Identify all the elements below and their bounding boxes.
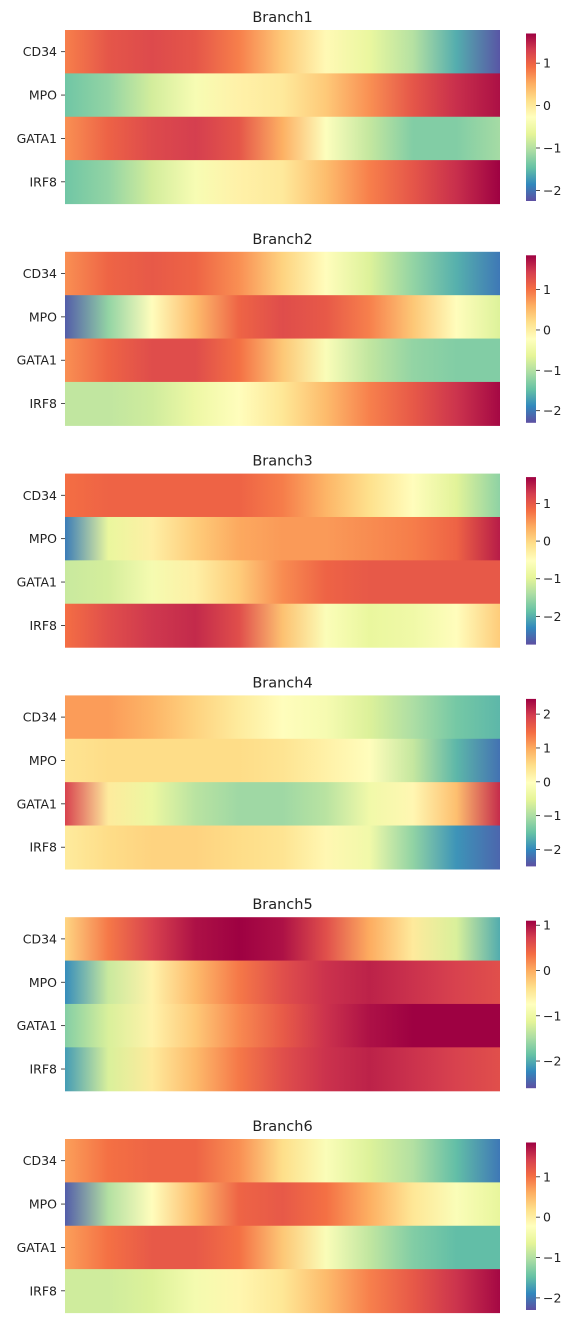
panel-title: Branch2	[252, 232, 312, 248]
heatmap-row-irf8	[65, 1269, 500, 1314]
colorbar-tick-label: −1	[543, 1250, 561, 1265]
row-label: MPO	[29, 531, 57, 546]
row-label: MPO	[29, 88, 57, 103]
heatmap-row-cd34	[65, 917, 500, 962]
colorbar-tick-label: 1	[543, 56, 551, 71]
colorbar	[526, 1142, 536, 1310]
row-label: MPO	[29, 753, 57, 768]
row-label: CD34	[23, 1153, 57, 1168]
heatmap-row-cd34	[65, 30, 500, 74]
row-label: CD34	[23, 266, 57, 281]
heatmap-row-mpo	[65, 295, 500, 340]
colorbar-tick-label: −1	[543, 808, 561, 823]
heatmap-row-mpo	[65, 73, 500, 118]
heatmap-panel: Branch1 CD34 MPO GATA1 IRF8 1 0 −1 −2	[17, 10, 561, 205]
colorbar-tick-label: 1	[543, 918, 551, 933]
heatmap-row-gata1	[65, 1003, 500, 1048]
heatmap-row-gata1	[65, 1225, 500, 1270]
heatmap-panel: Branch6 CD34 MPO GATA1 IRF8 1 0 −1 −2	[17, 1119, 561, 1314]
row-label: IRF8	[29, 1062, 57, 1077]
colorbar	[526, 255, 536, 423]
heatmap-row-cd34	[65, 695, 500, 740]
heatmap-row-gata1	[65, 560, 500, 605]
colorbar-tick-label: −2	[543, 1054, 561, 1069]
row-label: IRF8	[29, 840, 57, 855]
panel-title: Branch1	[252, 10, 312, 26]
colorbar-tick-label: 0	[543, 322, 551, 337]
row-label: GATA1	[17, 575, 57, 590]
heatmap-row-gata1	[65, 782, 500, 827]
heatmap-row-irf8	[65, 603, 500, 648]
colorbar-tick-label: 1	[543, 1169, 551, 1184]
row-label: GATA1	[17, 131, 57, 146]
colorbar	[526, 477, 536, 645]
panel-title: Branch6	[252, 1119, 312, 1135]
colorbar	[526, 698, 536, 867]
heatmap-row-mpo	[65, 516, 500, 561]
row-label: IRF8	[29, 1283, 57, 1298]
heatmap-row-cd34	[65, 473, 500, 518]
row-label: GATA1	[17, 353, 57, 368]
row-label: CD34	[23, 44, 57, 59]
colorbar-tick-label: 0	[543, 534, 551, 549]
row-label: GATA1	[17, 796, 57, 811]
panel-title: Branch4	[252, 675, 312, 691]
heatmap-panel: Branch5 CD34 MPO GATA1 IRF8 1 0 −1 −2	[17, 897, 561, 1092]
panel-title: Branch3	[252, 454, 312, 470]
row-label: IRF8	[29, 396, 57, 411]
heatmap-panel: Branch2 CD34 MPO GATA1 IRF8 1 0 −1 −2	[17, 232, 561, 426]
colorbar-tick-label: 1	[543, 282, 551, 297]
heatmap-row-mpo	[65, 1182, 500, 1227]
heatmap-panel: Branch3 CD34 MPO GATA1 IRF8 1 0 −1 −2	[17, 454, 561, 648]
colorbar	[526, 33, 536, 201]
colorbar-tick-label: 0	[543, 98, 551, 113]
colorbar-tick-label: −1	[543, 363, 561, 378]
heatmap-row-cd34	[65, 1139, 500, 1183]
heatmap-row-mpo	[65, 960, 500, 1005]
row-label: MPO	[29, 309, 57, 324]
heatmap-row-cd34	[65, 251, 500, 296]
heatmap-row-gata1	[65, 116, 500, 161]
colorbar-tick-label: −1	[543, 140, 561, 155]
colorbar-tick-label: −1	[543, 571, 561, 586]
panel-title: Branch5	[252, 897, 312, 913]
heatmap-row-irf8	[65, 381, 500, 426]
heatmap-row-irf8	[65, 160, 500, 205]
heatmap-panel: Branch4 CD34 MPO GATA1 IRF8 2 1 0 −1 −2	[17, 675, 561, 870]
row-label: IRF8	[29, 618, 57, 633]
colorbar-tick-label: 0	[543, 774, 551, 789]
colorbar-tick-label: 0	[543, 963, 551, 978]
row-label: MPO	[29, 1197, 57, 1212]
colorbar-tick-label: −2	[543, 842, 561, 857]
colorbar-tick-label: 0	[543, 1210, 551, 1225]
row-label: GATA1	[17, 1240, 57, 1255]
heatmap-row-mpo	[65, 738, 500, 783]
row-label: MPO	[29, 975, 57, 990]
heatmap-row-irf8	[65, 1047, 500, 1092]
row-label: IRF8	[29, 174, 57, 189]
colorbar-tick-label: 1	[543, 496, 551, 511]
colorbar-tick-label: −2	[543, 609, 561, 624]
colorbar-tick-label: −2	[543, 1290, 561, 1305]
colorbar-tick-label: −2	[543, 403, 561, 418]
row-label: CD34	[23, 488, 57, 503]
colorbar-tick-label: 1	[543, 740, 551, 755]
colorbar	[526, 920, 536, 1089]
row-label: GATA1	[17, 1018, 57, 1033]
colorbar-tick-label: 2	[543, 707, 551, 722]
row-label: CD34	[23, 931, 57, 946]
colorbar-tick-label: −1	[543, 1008, 561, 1023]
heatmap-row-gata1	[65, 338, 500, 383]
colorbar-tick-label: −2	[543, 183, 561, 198]
row-label: CD34	[23, 710, 57, 725]
heatmap-row-irf8	[65, 825, 500, 870]
